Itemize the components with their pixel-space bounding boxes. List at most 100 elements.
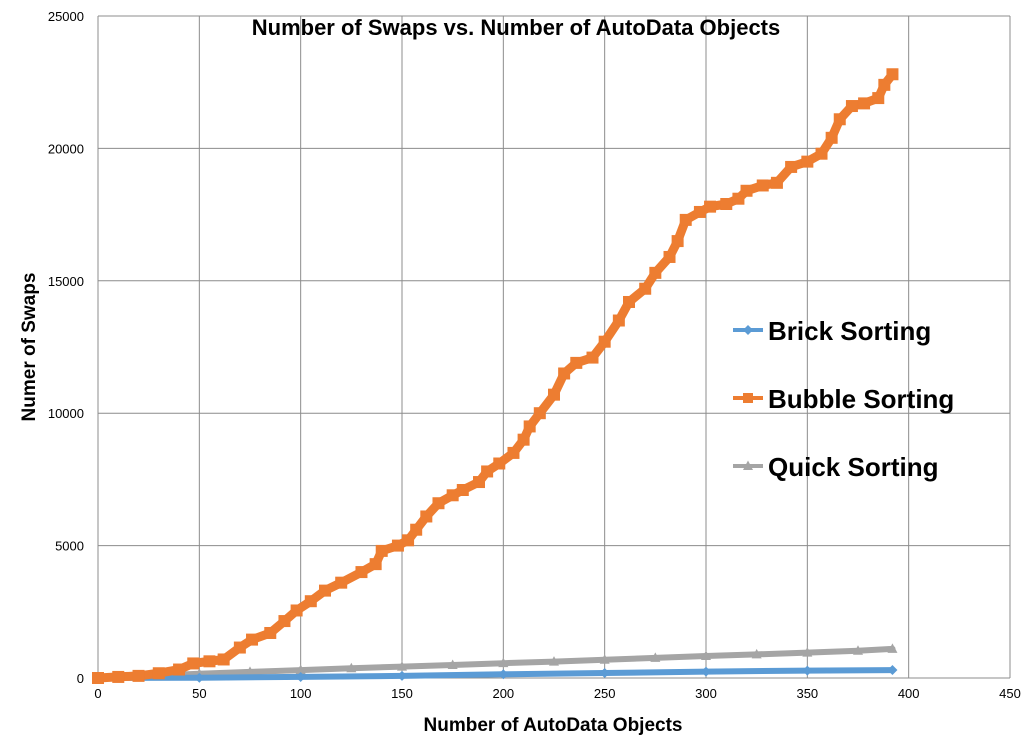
x-tick-label: 50	[192, 686, 206, 701]
data-point	[599, 654, 610, 664]
data-point	[701, 650, 711, 661]
data-point	[622, 295, 635, 308]
data-point	[801, 155, 814, 168]
data-point	[304, 595, 317, 608]
data-point	[346, 662, 357, 673]
data-point	[858, 97, 871, 110]
data-point	[872, 92, 885, 105]
data-point	[290, 604, 303, 617]
x-tick-label: 0	[94, 686, 101, 701]
data-point	[355, 566, 368, 579]
data-point	[639, 282, 652, 295]
data-point	[704, 200, 717, 213]
data-point	[397, 661, 407, 671]
data-point	[173, 663, 186, 676]
data-point	[397, 670, 407, 681]
data-point	[751, 648, 762, 659]
x-tick-label: 250	[594, 686, 616, 701]
data-point	[432, 497, 445, 510]
series-lines	[92, 68, 899, 684]
x-tick-label: 350	[796, 686, 818, 701]
data-point	[335, 576, 348, 589]
data-point	[493, 457, 506, 470]
data-point	[498, 657, 509, 668]
data-point	[194, 672, 205, 683]
data-point	[886, 68, 899, 81]
data-point	[570, 356, 583, 369]
data-point	[318, 584, 331, 597]
data-point	[770, 176, 783, 189]
data-point	[369, 558, 382, 571]
data-point	[295, 671, 306, 682]
data-point	[833, 113, 846, 126]
y-tick-label: 10000	[48, 406, 84, 421]
data-point	[878, 78, 891, 91]
data-point	[375, 544, 388, 557]
data-point	[558, 367, 571, 380]
x-tick-label: 400	[898, 686, 920, 701]
data-point	[481, 465, 494, 478]
tick-labels: 0 50 100 150 200 250 300 350 400 450 0 5000 10000 150…	[48, 9, 1021, 701]
data-point	[693, 205, 706, 218]
data-point	[720, 198, 733, 211]
legend-marker-quick	[743, 460, 753, 470]
data-point	[446, 489, 459, 502]
x-axis-title: Number of AutoData Objects	[424, 715, 683, 736]
data-point	[671, 235, 684, 248]
data-point	[887, 643, 898, 653]
data-point	[586, 351, 599, 364]
data-point	[391, 539, 404, 552]
data-point	[217, 653, 230, 666]
data-point	[740, 184, 753, 197]
data-point	[246, 633, 259, 646]
data-point	[132, 669, 145, 682]
series-line	[93, 69, 897, 683]
x-tick-label: 200	[492, 686, 514, 701]
legend-label-quick: Quick Sorting	[768, 452, 938, 482]
data-point	[679, 213, 692, 226]
y-tick-label: 0	[77, 671, 84, 686]
legend-item-quick: Quick Sorting	[733, 452, 938, 482]
data-point	[853, 645, 863, 655]
data-point	[517, 433, 530, 446]
data-point	[802, 647, 813, 657]
x-tick-label: 300	[695, 686, 717, 701]
x-tick-label: 100	[290, 686, 312, 701]
legend-marker-brick	[743, 325, 753, 335]
data-point	[802, 665, 813, 676]
series-bubble-sorting	[92, 68, 899, 684]
data-point	[420, 510, 433, 523]
data-point	[456, 483, 469, 496]
data-point	[815, 147, 828, 160]
data-point	[887, 665, 898, 676]
data-point	[152, 667, 165, 680]
data-point	[756, 179, 769, 192]
legend-item-bubble: Bubble Sorting	[733, 384, 954, 414]
legend-marker-bubble	[743, 393, 753, 403]
data-point	[410, 523, 423, 536]
y-tick-label: 5000	[55, 539, 84, 554]
data-point	[533, 407, 546, 420]
data-point	[825, 131, 838, 144]
data-point	[295, 664, 306, 675]
data-point	[402, 534, 415, 547]
chart-title: Number of Swaps vs. Number of AutoData O…	[252, 15, 781, 40]
data-point	[473, 476, 486, 489]
data-point	[498, 669, 509, 680]
data-point	[650, 652, 661, 662]
legend-label-bubble: Bubble Sorting	[768, 384, 954, 414]
data-point	[701, 666, 711, 677]
data-point	[447, 659, 458, 670]
data-point	[523, 420, 536, 433]
data-point	[548, 388, 560, 401]
data-point	[278, 615, 291, 628]
gridlines	[97, 15, 1011, 679]
data-point	[245, 666, 255, 676]
data-point	[92, 672, 104, 684]
data-point	[264, 626, 277, 639]
x-tick-label: 450	[999, 686, 1021, 701]
data-point	[112, 670, 125, 683]
data-point	[785, 160, 798, 173]
data-point	[598, 335, 611, 348]
